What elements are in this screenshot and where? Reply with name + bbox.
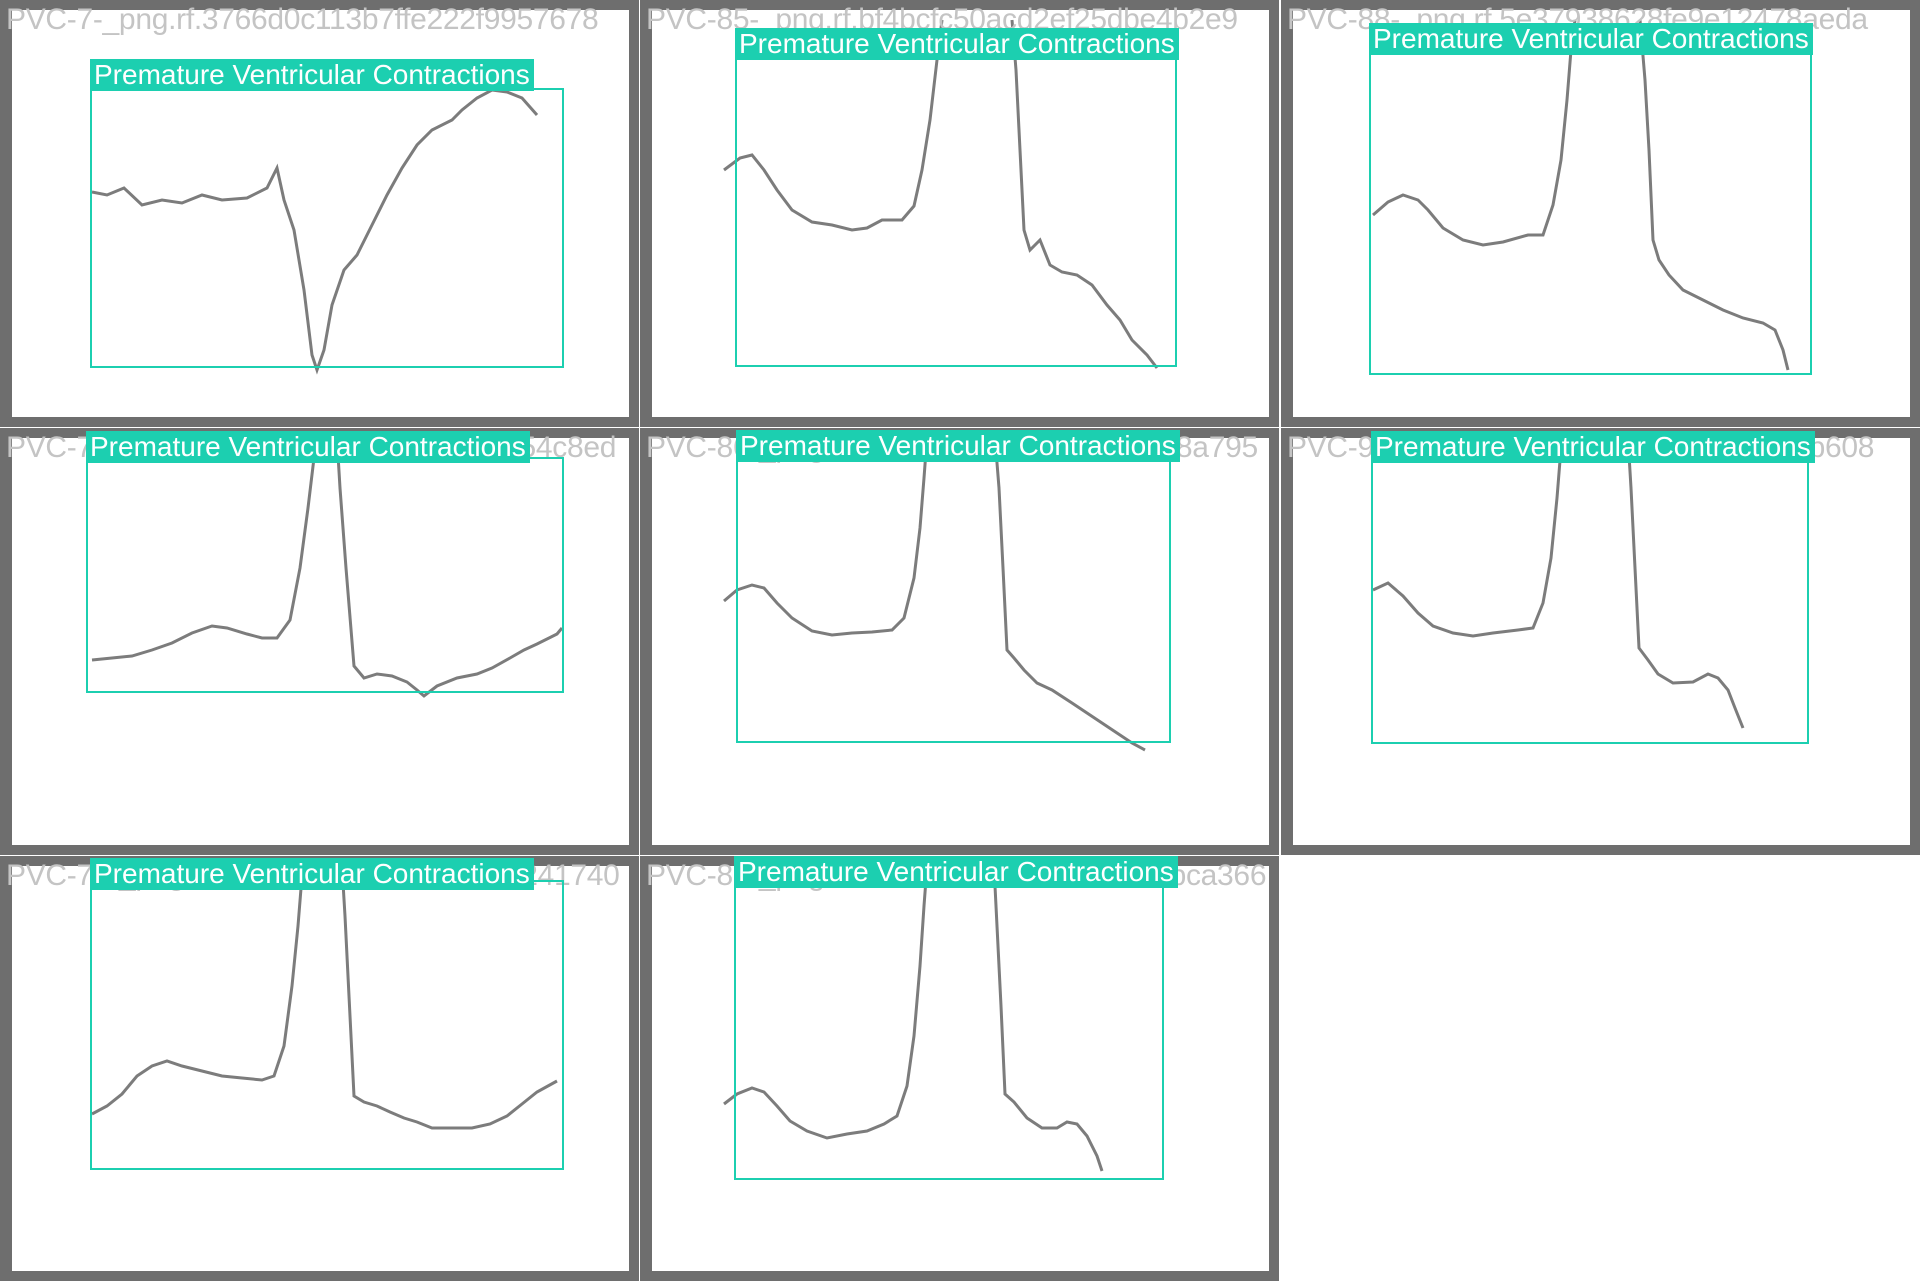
detection-box: [1371, 458, 1809, 744]
ecg-trace: [91, 438, 564, 698]
ecg-image: [652, 438, 1269, 845]
image-tile[interactable]: PVC-85-_png.rf.bf4bcfc50acd2ef25dbe4b2e9…: [640, 0, 1279, 427]
ecg-image: [12, 866, 629, 1271]
detection-label: Premature Ventricular Contractions: [736, 430, 1180, 462]
ecg-image: [652, 10, 1269, 417]
image-tile[interactable]: PVC-86-_png.rf.4c6a98679f17b0a155a78a795…: [640, 428, 1279, 855]
ecg-image: [1293, 10, 1910, 417]
image-tile[interactable]: PVC-7-_png.rf.3766d0c113b7ffe222f9957678…: [0, 0, 639, 427]
detection-label: Premature Ventricular Contractions: [1369, 23, 1813, 55]
detection-box: [1369, 53, 1812, 375]
image-tile[interactable]: PVC-88-_png.rf.5e37938628fe9e12478aeda P…: [1281, 0, 1920, 427]
detection-label: Premature Ventricular Contractions: [90, 59, 534, 91]
ecg-trace: [1372, 438, 1745, 729]
detection-label: Premature Ventricular Contractions: [90, 858, 534, 890]
image-tile[interactable]: PVC-74-_png.rf.603947e1efd527ee090241740…: [0, 856, 639, 1281]
ecg-image: [12, 438, 629, 845]
ecg-trace: [723, 866, 1104, 1172]
ecg-trace: [1372, 19, 1790, 371]
ecg-trace: [91, 866, 558, 1130]
detection-box: [86, 457, 564, 693]
ecg-trace: [723, 438, 1146, 752]
ecg-image: [652, 866, 1269, 1271]
detection-box: [734, 880, 1164, 1180]
image-tile[interactable]: PVC-91-_png.rf.eeaa2aeb0f76f3ec861bb608 …: [1281, 428, 1920, 855]
ecg-trace: [91, 88, 539, 375]
detection-box: [90, 88, 564, 368]
detection-label: Premature Ventricular Contractions: [735, 28, 1179, 60]
detection-box: [90, 880, 564, 1170]
image-tile[interactable]: PVC-87-_png.rf.0de4a94329a82231e99bca366…: [640, 856, 1279, 1281]
detection-box: [735, 58, 1177, 367]
image-tile[interactable]: PVC-71-_png.rf.ee006d67438c7d0af3354c8ed…: [0, 428, 639, 855]
detection-label: Premature Ventricular Contractions: [86, 431, 530, 463]
detection-box: [736, 456, 1171, 743]
detection-label: Premature Ventricular Contractions: [734, 856, 1178, 888]
ecg-trace: [723, 19, 1159, 369]
detection-label: Premature Ventricular Contractions: [1371, 431, 1815, 463]
